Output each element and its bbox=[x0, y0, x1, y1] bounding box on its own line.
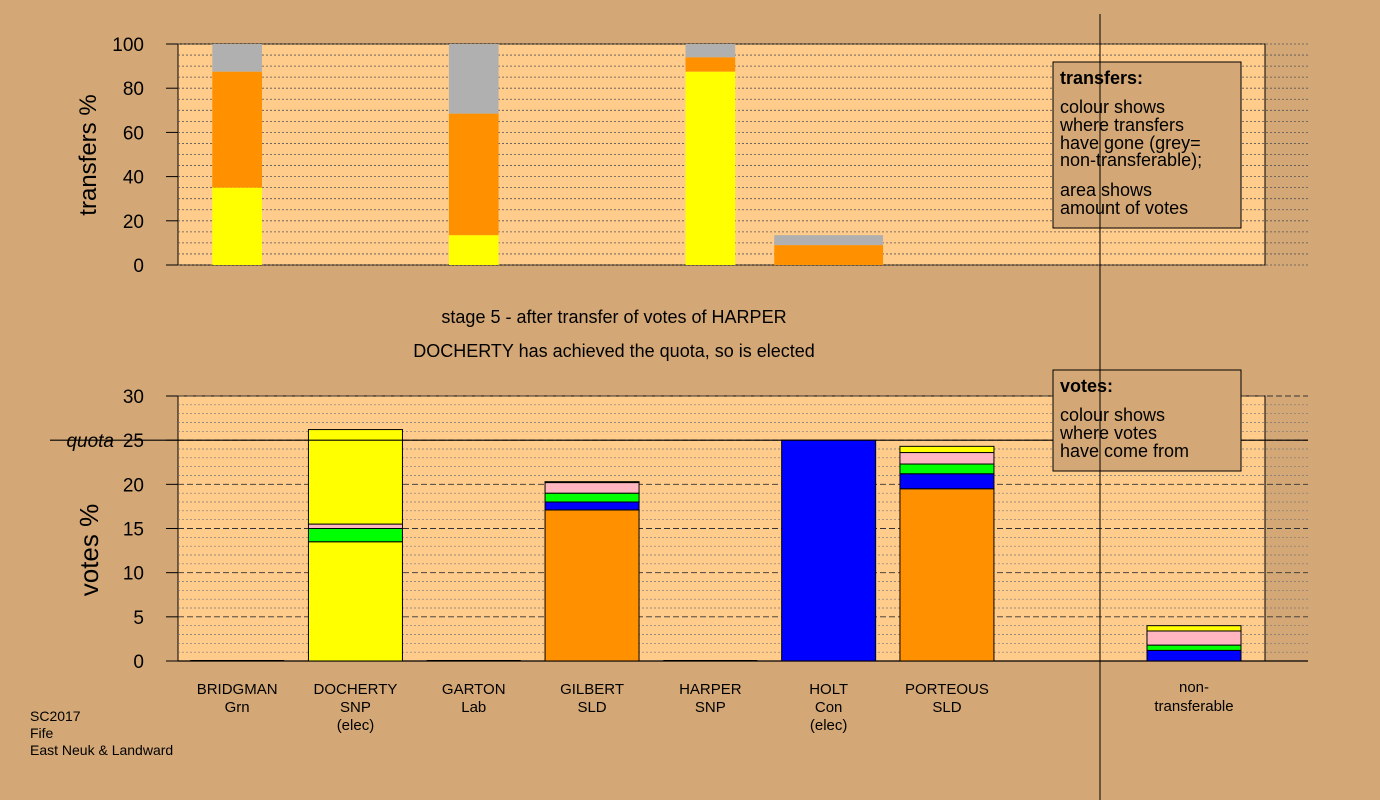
votes-legend-title: votes: bbox=[1060, 376, 1113, 396]
transfers-legend-line: colour shows bbox=[1060, 97, 1165, 117]
empty-bar bbox=[426, 660, 521, 662]
candidate-label: SLD bbox=[932, 699, 961, 716]
candidate-label: (elec) bbox=[810, 717, 848, 734]
y-tick-label: 5 bbox=[133, 608, 144, 629]
transfer-segment bbox=[448, 44, 499, 114]
vote-segment bbox=[899, 463, 995, 475]
y-tick-label: 60 bbox=[123, 123, 144, 144]
empty-bar bbox=[190, 660, 285, 662]
candidate-label: HARPER bbox=[679, 681, 742, 698]
vote-segment bbox=[307, 528, 403, 543]
votes-legend-line: have come from bbox=[1060, 441, 1189, 461]
nontransferable-label: transferable bbox=[1154, 698, 1233, 715]
candidate-label: SLD bbox=[577, 699, 606, 716]
y-tick-label: 20 bbox=[123, 212, 144, 233]
transfer-segment bbox=[774, 235, 884, 246]
candidate-label: PORTEOUS bbox=[905, 681, 989, 698]
candidate-label: GARTON bbox=[442, 681, 506, 698]
transfer-segment bbox=[212, 187, 262, 265]
y-tick-label: 15 bbox=[123, 520, 144, 541]
transfer-segment bbox=[448, 235, 499, 265]
vote-segment bbox=[544, 509, 640, 662]
transfers-bars bbox=[212, 44, 884, 265]
candidate-label: DOCHERTY bbox=[313, 681, 397, 698]
transfer-segment bbox=[685, 44, 736, 58]
votes-y-ticks: 0 5 10 15 20 25 30 bbox=[123, 387, 178, 673]
vote-segment bbox=[1146, 630, 1242, 646]
y-tick-label: 0 bbox=[133, 256, 144, 277]
transfer-segment bbox=[685, 71, 736, 265]
vote-segment bbox=[899, 473, 995, 490]
vote-segment bbox=[307, 429, 403, 525]
vote-segment bbox=[899, 445, 995, 454]
candidate-label: Con bbox=[815, 699, 843, 716]
y-tick-label: 0 bbox=[133, 652, 144, 673]
transfer-segment bbox=[212, 71, 262, 188]
transfers-legend-line: amount of votes bbox=[1060, 198, 1188, 218]
candidate-label: GILBERT bbox=[560, 681, 624, 698]
transfers-legend-line: where transfers bbox=[1059, 115, 1184, 135]
candidate-label: Grn bbox=[225, 699, 250, 716]
candidate-label: SNP bbox=[695, 699, 726, 716]
transfer-segment bbox=[448, 113, 499, 236]
vote-segment bbox=[307, 523, 403, 529]
y-tick-label: 80 bbox=[123, 79, 144, 100]
transfers-legend-box bbox=[1052, 61, 1242, 229]
votes-bars bbox=[190, 429, 1242, 662]
votes-legend-box bbox=[1052, 369, 1242, 472]
vote-segment bbox=[1146, 625, 1242, 632]
transfer-segment bbox=[774, 245, 884, 265]
quota-label: quota bbox=[66, 431, 114, 452]
y-tick-label: 40 bbox=[123, 168, 144, 189]
vote-segment bbox=[544, 501, 640, 511]
y-tick-label: 100 bbox=[112, 35, 144, 56]
candidate-labels: BRIDGMANGrnDOCHERTYSNP(elec)GARTONLabGIL… bbox=[197, 679, 1234, 734]
transfers-legend-line: non-transferable); bbox=[1060, 150, 1202, 170]
vote-segment bbox=[544, 492, 640, 503]
transfer-segment bbox=[212, 44, 262, 72]
y-tick-label: 20 bbox=[123, 475, 144, 496]
candidate-label: (elec) bbox=[337, 717, 375, 734]
stage-subtitle: DOCHERTY has achieved the quota, so is e… bbox=[413, 341, 815, 361]
vote-segment bbox=[1146, 649, 1242, 662]
empty-bar bbox=[663, 660, 758, 662]
votes-y-axis-label: votes % bbox=[74, 504, 104, 597]
transfers-chart: 0 20 40 60 80 100 transfers % transfers: colo… bbox=[75, 35, 1308, 277]
transfers-legend-line: have gone (grey= bbox=[1060, 133, 1201, 153]
vote-segment bbox=[307, 541, 403, 662]
candidate-label: Lab bbox=[461, 699, 486, 716]
footer-line: SC2017 bbox=[30, 708, 81, 724]
stage-title: stage 5 - after transfer of votes of HAR… bbox=[441, 307, 786, 327]
vote-segment bbox=[899, 452, 995, 465]
footer-line: Fife bbox=[30, 725, 54, 741]
y-tick-label: 25 bbox=[123, 431, 144, 452]
transfers-y-ticks: 0 20 40 60 80 100 bbox=[112, 35, 178, 277]
candidate-label: HOLT bbox=[809, 681, 848, 698]
votes-legend-line: where votes bbox=[1059, 423, 1157, 443]
transfers-y-axis-label: transfers % bbox=[75, 94, 102, 215]
candidate-label: BRIDGMAN bbox=[197, 681, 278, 698]
vote-segment bbox=[544, 482, 640, 494]
transfers-legend-line: area shows bbox=[1060, 180, 1152, 200]
candidate-label: SNP bbox=[340, 699, 371, 716]
vote-segment bbox=[899, 488, 995, 662]
transfers-legend-title: transfers: bbox=[1060, 68, 1143, 88]
votes-legend-line: colour shows bbox=[1060, 405, 1165, 425]
footer-line: East Neuk & Landward bbox=[30, 742, 173, 758]
y-tick-label: 30 bbox=[123, 387, 144, 408]
y-tick-label: 10 bbox=[123, 564, 144, 585]
vote-segment bbox=[1146, 644, 1242, 651]
nontransferable-label: non- bbox=[1179, 679, 1209, 696]
vote-segment bbox=[781, 439, 877, 662]
vote-segment bbox=[544, 481, 640, 484]
transfer-segment bbox=[685, 57, 736, 72]
footer: SC2017 Fife East Neuk & Landward bbox=[30, 708, 173, 758]
